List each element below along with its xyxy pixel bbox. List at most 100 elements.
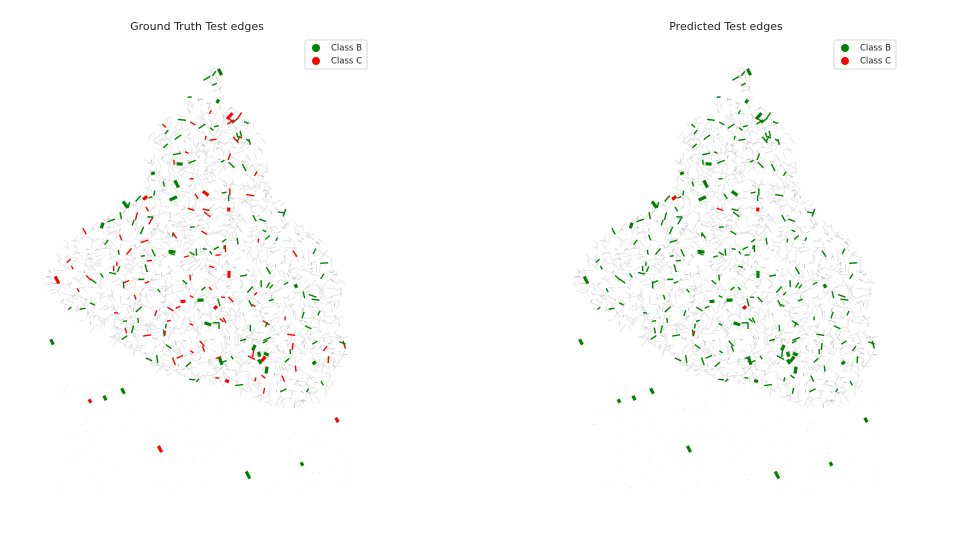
network-edge [236,222,241,229]
network-edge [785,173,789,181]
test-edge [268,298,274,302]
network-edge [152,278,161,282]
network-edge [249,366,256,368]
test-edge [257,358,263,365]
test-edge [618,302,624,306]
network-edge [263,400,273,404]
network-edge [218,126,224,129]
test-edge [798,284,803,289]
network-edge [843,238,849,244]
network-edge [618,263,626,272]
network-edge [234,127,237,133]
network-edge [767,387,777,392]
network-edge [690,316,697,325]
network-edge [233,150,244,154]
network-edge [724,257,730,263]
network-edge [139,305,147,307]
network-edge [794,190,800,195]
network-edge [316,396,321,404]
network-edge [656,243,663,250]
network-edge [805,344,808,349]
network-edge [89,236,94,243]
network-edge [778,386,782,394]
network-edge [644,223,651,227]
network-edge [332,364,337,372]
test-edge [757,296,763,303]
network-edge [161,241,171,243]
network-edge [196,308,200,312]
test-edge [674,206,679,212]
network-edge [333,302,336,307]
network-edge [124,262,128,270]
network-edge [319,296,326,301]
test-edge [841,248,846,255]
network-edge [156,316,159,321]
network-edge [296,397,300,403]
network-edge [97,262,103,264]
network-edge [689,190,699,196]
network-edge [261,232,266,236]
network-edge [253,314,259,318]
network-edge [168,266,174,272]
network-edge [721,328,731,335]
network-edge [774,144,779,151]
network-edge [286,365,294,372]
network-edge [171,220,181,225]
network-edge [249,274,259,277]
network-edge [617,257,622,260]
network-edge [198,219,204,221]
network-edge [154,337,159,340]
network-edge [164,287,167,292]
network-edge [661,204,671,209]
network-edge [609,232,611,239]
test-edge [840,298,849,301]
network-edge [842,301,845,305]
network-edge [209,67,214,76]
network-edge [860,316,871,322]
network-edge [791,181,800,184]
network-edge [695,231,702,237]
network-edge [800,263,804,268]
test-edge [636,218,645,223]
network-edge [577,270,581,274]
test-edge [792,336,800,342]
test-edge [783,377,786,382]
network-edge [138,314,142,320]
network-edge [696,348,699,352]
network-edge [600,239,611,243]
network-edge [214,120,219,126]
network-edge [612,301,622,304]
test-edge [320,380,324,386]
network-edge [274,372,285,376]
network-edge [333,314,337,319]
network-node [191,457,194,459]
network-edge [276,333,280,336]
network-edge [805,333,809,336]
network-edge [597,282,602,285]
network-edge [211,162,222,167]
test-edge [737,109,741,115]
network-edge [219,145,226,154]
network-node [875,475,878,477]
network-edge [661,261,670,269]
test-edge [174,134,182,141]
network-edge [725,179,730,186]
test-edge [718,378,725,381]
test-edge [718,322,723,327]
network-edge [259,206,268,213]
network-node [59,394,62,396]
network-edge [246,140,257,144]
network-edge [642,222,648,225]
network-edge [607,295,617,301]
test-edge [777,300,782,307]
network-node [160,441,162,443]
network-edge [167,264,170,270]
network-edge [733,181,738,184]
network-edge [693,287,696,292]
network-edge [861,329,867,334]
network-edge [736,271,740,276]
network-node [267,487,270,489]
network-edge [317,336,328,339]
network-edge [140,319,145,324]
network-edge [215,275,223,285]
